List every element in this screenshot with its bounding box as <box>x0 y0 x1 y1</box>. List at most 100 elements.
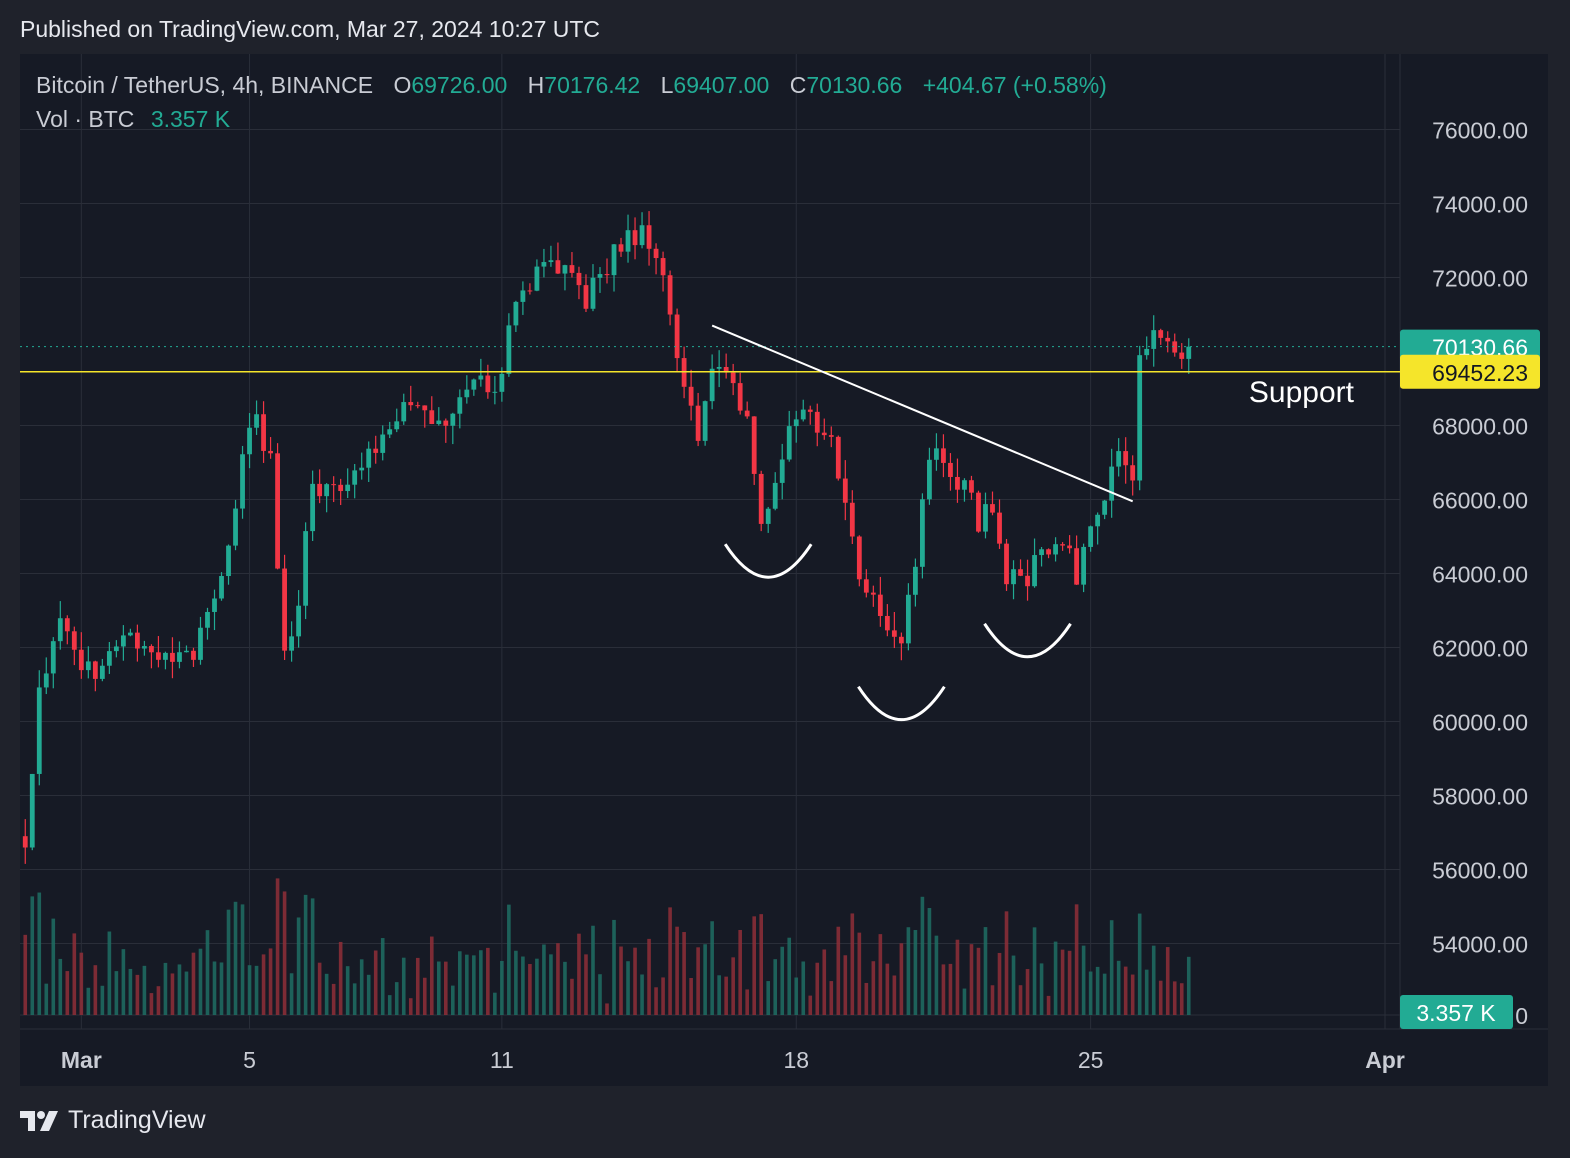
published-banner: Published on TradingView.com, Mar 27, 20… <box>20 16 601 42</box>
candle-body <box>282 568 287 651</box>
candle-body <box>604 274 610 276</box>
volume-bar <box>1116 960 1121 1015</box>
volume-bar <box>689 977 693 1015</box>
candle-body <box>667 275 673 315</box>
candle-body <box>492 391 498 393</box>
volume-bar <box>857 932 862 1015</box>
candle-body <box>983 504 988 532</box>
candle-body <box>976 492 981 532</box>
candle-body <box>120 635 126 647</box>
volume-bar <box>899 943 904 1015</box>
candle-body <box>22 836 28 848</box>
candle-body <box>569 265 575 273</box>
candle-body <box>50 641 56 674</box>
volume-bar <box>934 935 939 1015</box>
volume-bar <box>563 961 567 1015</box>
price-tick-label: 58000.00 <box>1432 784 1528 810</box>
candle-body <box>450 413 456 426</box>
candle-body <box>464 389 470 398</box>
volume-bar <box>30 896 35 1015</box>
candle-body <box>1074 548 1080 585</box>
candle-body <box>1088 526 1094 547</box>
volume-bar <box>184 971 189 1015</box>
volume-bar <box>303 894 308 1015</box>
candle-body <box>1123 451 1129 466</box>
candle-body <box>1186 346 1192 359</box>
candle-body <box>149 646 154 653</box>
candle-body <box>828 435 834 437</box>
candle-body <box>513 301 519 326</box>
pattern-arc <box>983 622 1072 659</box>
candle-body <box>576 272 582 286</box>
price-chart[interactable]: Support 76000.00 74000.00 72000.00 68000.00… <box>20 54 1548 1086</box>
volume-bar <box>387 995 392 1015</box>
volume-bar <box>724 976 728 1015</box>
candle-body <box>261 414 266 451</box>
candle-body <box>373 448 379 453</box>
candle-body <box>64 618 70 632</box>
volume-bar <box>570 978 574 1015</box>
volume-bar <box>577 933 581 1015</box>
chart-frame: Support 76000.00 74000.00 72000.00 68000.00… <box>20 54 1548 1086</box>
volume-bar <box>1137 913 1142 1015</box>
candle-body <box>422 405 428 411</box>
volume-bar <box>822 949 827 1015</box>
volume-bar <box>1018 985 1023 1015</box>
support-price-tag <box>1400 354 1540 389</box>
candle-body <box>548 260 554 263</box>
volume-bar <box>254 965 259 1015</box>
candle-body <box>779 459 785 483</box>
volume-bar <box>1046 995 1051 1015</box>
volume-bar <box>479 950 483 1015</box>
candle-body <box>135 632 140 649</box>
candle-body <box>275 453 280 569</box>
volume-bar <box>640 974 644 1015</box>
candle-body <box>499 373 505 392</box>
open-value: 69726.00 <box>411 72 508 98</box>
volume-bar <box>408 998 413 1015</box>
volume-bar <box>997 952 1002 1015</box>
candle-body <box>1158 330 1164 338</box>
candle-body <box>415 405 421 407</box>
candle-body <box>1172 341 1178 353</box>
candle-body <box>898 636 904 644</box>
volume-bar <box>401 957 406 1015</box>
volume-bar <box>542 944 546 1015</box>
volume-bar <box>163 962 168 1015</box>
candle-body <box>1081 546 1087 585</box>
symbol-title[interactable]: Bitcoin / TetherUS, 4h, BINANCE <box>36 72 374 98</box>
volume-bar <box>1130 974 1135 1015</box>
volume-bar <box>233 901 238 1015</box>
candle-body <box>142 646 147 649</box>
candle-body <box>590 277 596 309</box>
candle-body <box>997 512 1002 544</box>
candle-body <box>1116 451 1122 467</box>
candle-body <box>1109 466 1115 501</box>
candle-body <box>541 262 547 267</box>
candle-body <box>303 531 309 606</box>
candle-body <box>170 652 175 662</box>
candle-body <box>506 325 512 374</box>
candle-body <box>653 248 659 259</box>
candle-body <box>443 420 449 426</box>
volume-bar <box>514 950 518 1015</box>
support-label: Support <box>1249 376 1355 409</box>
candle-body <box>310 483 316 532</box>
candle-body <box>618 244 624 252</box>
footer-brand[interactable]: TradingView <box>20 1106 206 1135</box>
volume-label[interactable]: Vol · BTC <box>36 106 135 132</box>
candle-body <box>429 410 435 425</box>
volume-bar <box>1081 945 1086 1015</box>
volume-bar <box>472 955 476 1015</box>
candle-body <box>71 631 77 650</box>
candle-body <box>737 383 743 411</box>
volume-bar <box>170 973 175 1015</box>
volume-bar <box>829 981 834 1015</box>
volume-bar <box>850 913 855 1015</box>
volume-bar <box>1102 973 1107 1015</box>
candle-body <box>106 651 112 666</box>
candle-body <box>156 652 161 660</box>
volume-bar <box>794 977 799 1015</box>
volume-bar <box>927 908 932 1015</box>
candle-body <box>163 652 168 660</box>
